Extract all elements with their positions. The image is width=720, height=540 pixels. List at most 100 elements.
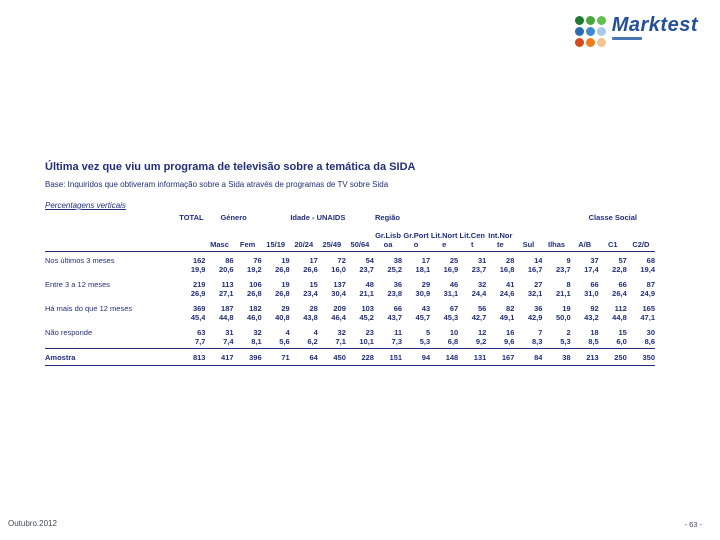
cell-percent: 23,4	[303, 289, 318, 298]
row-label: Há mais do que 12 meses	[45, 304, 133, 313]
column-header: Gr.Port o	[402, 226, 431, 252]
cell-percent: 30,4	[331, 289, 346, 298]
cell-percent: 23,8	[387, 289, 403, 298]
base-note: Base: Inquiridos que obtiveram informaçã…	[45, 180, 389, 189]
cell-percent: 17,4	[584, 265, 599, 274]
cell-percent: 50,0	[556, 313, 571, 322]
cell-percent: 8,3	[532, 337, 543, 346]
cell-percent: 24,9	[640, 289, 655, 298]
data-table: TOTAL Género Idade - UNAIDS Região Classe So…	[45, 213, 655, 366]
cell-percent: 8,1	[251, 337, 262, 346]
column-header	[177, 226, 206, 252]
group-header-spacer	[45, 213, 177, 226]
cell-count: 19	[281, 280, 290, 289]
cell-percent: 42,7	[471, 313, 487, 322]
cell-percent: 7,1	[335, 337, 346, 346]
cell-count: 17	[421, 256, 431, 265]
cell-count: 66	[618, 280, 627, 289]
table-row-counts: Não responde 63 31 32 4 4 32 23 11 5 10 12 16 7 2 18 15 3…	[45, 324, 655, 337]
cell-percent: 31,1	[443, 289, 459, 298]
cell-count: 8	[566, 280, 571, 289]
cell-count: 219	[192, 280, 206, 289]
cell-count: 32	[337, 328, 346, 337]
cell-percent: 16,8	[499, 265, 515, 274]
cell-count: 15	[309, 280, 318, 289]
cell-count: 4	[313, 328, 318, 337]
table-row-percents: 19,9 20,6 19,2 26,8 26,6 16,0 23,7 25,2 18,1 16,9…	[45, 265, 655, 276]
cell-count: 38	[393, 256, 403, 265]
column-header: Ilhas	[542, 226, 571, 252]
cell-count: 10	[449, 328, 459, 337]
group-header: Região	[374, 213, 400, 222]
cell-percent: 21,1	[556, 289, 571, 298]
table-row-percents: 45,4 44,8 46,0 40,8 43,8 46,4 45,2 43,7 45,7 45,3…	[45, 313, 655, 324]
cell-percent: 6,0	[616, 337, 627, 346]
cell-percent: 22,8	[612, 265, 627, 274]
column-header: 15/19	[261, 226, 290, 252]
cell-count: 92	[590, 304, 599, 313]
cell-sample: 151	[373, 348, 403, 366]
group-header: Género	[220, 213, 247, 222]
cell-percent: 26,8	[275, 289, 290, 298]
cell-percent: 9,6	[503, 337, 515, 346]
column-header: Masc	[205, 226, 234, 252]
cell-count: 82	[506, 304, 515, 313]
cell-sample: 813	[177, 348, 206, 366]
cell-percent: 9,2	[475, 337, 487, 346]
column-header: C2/D	[626, 226, 655, 252]
cell-count: 23	[365, 328, 374, 337]
cell-count: 86	[225, 256, 234, 265]
column-header: 25/49	[317, 226, 346, 252]
logo-dot	[574, 27, 584, 36]
cell-count: 4	[285, 328, 290, 337]
cell-count: 187	[221, 304, 234, 313]
cell-percent: 6,8	[447, 337, 459, 346]
cell-percent: 30,9	[415, 289, 431, 298]
cell-percent: 46,4	[331, 313, 346, 322]
logo-dot	[574, 38, 584, 47]
page-number: - 63 -	[684, 520, 702, 529]
logo-dots-icon	[574, 16, 607, 48]
cell-count: 25	[449, 256, 459, 265]
cell-percent: 16,7	[527, 265, 543, 274]
percentages-note: Percentagens verticais	[45, 201, 126, 210]
cell-percent: 45,2	[359, 313, 374, 322]
column-header: C1	[598, 226, 627, 252]
table-row-counts: Há mais do que 12 meses 369 187 182 29 28 209 1…	[45, 300, 655, 313]
row-label-spacer	[45, 265, 177, 276]
table-head: TOTAL Género Idade - UNAIDS Região Classe So…	[45, 213, 655, 252]
cell-count: 106	[249, 280, 262, 289]
table-row-counts: Entre 3 a 12 meses 219 113 106 19 15 137 48 36 29…	[45, 276, 655, 289]
column-header: Sul	[514, 226, 543, 252]
cell-count: 162	[192, 256, 206, 265]
logo-tagline	[611, 37, 642, 40]
sample-row-label: Amostra	[45, 348, 178, 366]
cell-count: 19	[562, 304, 571, 313]
logo-dot	[585, 16, 595, 25]
cell-sample: 228	[345, 348, 374, 366]
cell-count: 30	[646, 328, 655, 337]
logo-dot	[574, 16, 584, 25]
cell-count: 72	[337, 256, 346, 265]
cell-count: 48	[365, 280, 374, 289]
cell-percent: 45,4	[190, 313, 206, 322]
column-header-row: Masc Fem 15/19 20/24 25/49 50/64 Gr.Lisb oa Gr.…	[45, 226, 655, 252]
cell-count: 68	[646, 256, 655, 265]
cell-count: 31	[225, 328, 234, 337]
column-header: Gr.Lisb oa	[373, 226, 403, 252]
cell-count: 66	[393, 304, 403, 313]
cell-percent: 18,1	[415, 265, 431, 274]
column-header: 20/24	[289, 226, 318, 252]
cell-count: 36	[534, 304, 543, 313]
cell-count: 11	[394, 328, 403, 337]
table-body: Nos últimos 3 meses 162 86 76 19 17 72 54 38 17 25…	[45, 252, 655, 366]
cell-percent: 5,3	[419, 337, 431, 346]
cell-percent: 10,1	[359, 337, 374, 346]
logo-dot	[596, 16, 606, 25]
cell-count: 56	[477, 304, 487, 313]
column-header-spacer	[45, 226, 178, 252]
logo-dot	[585, 38, 595, 47]
cell-percent: 23,7	[556, 265, 571, 274]
cell-count: 18	[590, 328, 599, 337]
